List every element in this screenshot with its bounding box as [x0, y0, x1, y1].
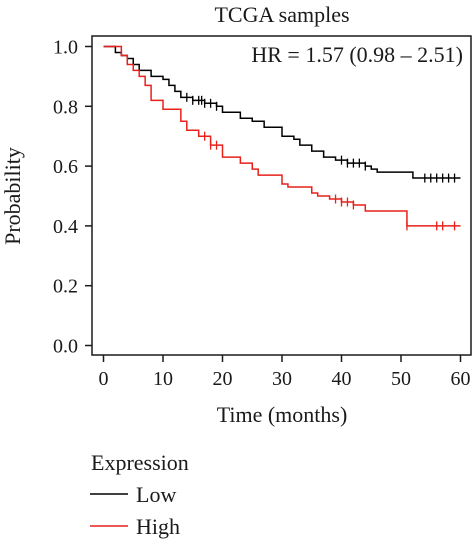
y-tick-label: 1.0 [53, 37, 78, 59]
legend: Expression Low High [90, 450, 189, 539]
chart-title: TCGA samples [214, 2, 349, 27]
legend-label-high: High [136, 514, 180, 539]
y-tick-label: 0.0 [53, 336, 78, 358]
legend-label-low: Low [136, 482, 176, 507]
y-axis-label: Probability [0, 147, 25, 245]
x-axis: 0 10 20 30 40 50 60 [99, 355, 471, 390]
x-tick-label: 30 [272, 368, 292, 390]
x-tick-label: 0 [99, 368, 109, 390]
y-tick-label: 0.4 [53, 216, 78, 238]
y-tick-label: 0.2 [53, 276, 78, 298]
x-tick-label: 10 [153, 368, 173, 390]
y-tick-label: 0.8 [53, 96, 78, 118]
hr-annotation: HR = 1.57 (0.98 – 2.51) [251, 42, 463, 67]
x-axis-label: Time (months) [217, 402, 348, 427]
x-tick-label: 50 [391, 368, 411, 390]
legend-title: Expression [91, 450, 189, 475]
plot-frame [91, 35, 472, 356]
y-tick-label: 0.6 [53, 156, 78, 178]
x-tick-label: 40 [332, 368, 352, 390]
series-line-high [103, 45, 461, 227]
x-tick-label: 60 [451, 368, 471, 390]
survival-curves [103, 45, 461, 231]
x-tick-label: 20 [213, 368, 233, 390]
y-axis: 0.0 0.2 0.4 0.6 0.8 1.0 [53, 37, 92, 358]
